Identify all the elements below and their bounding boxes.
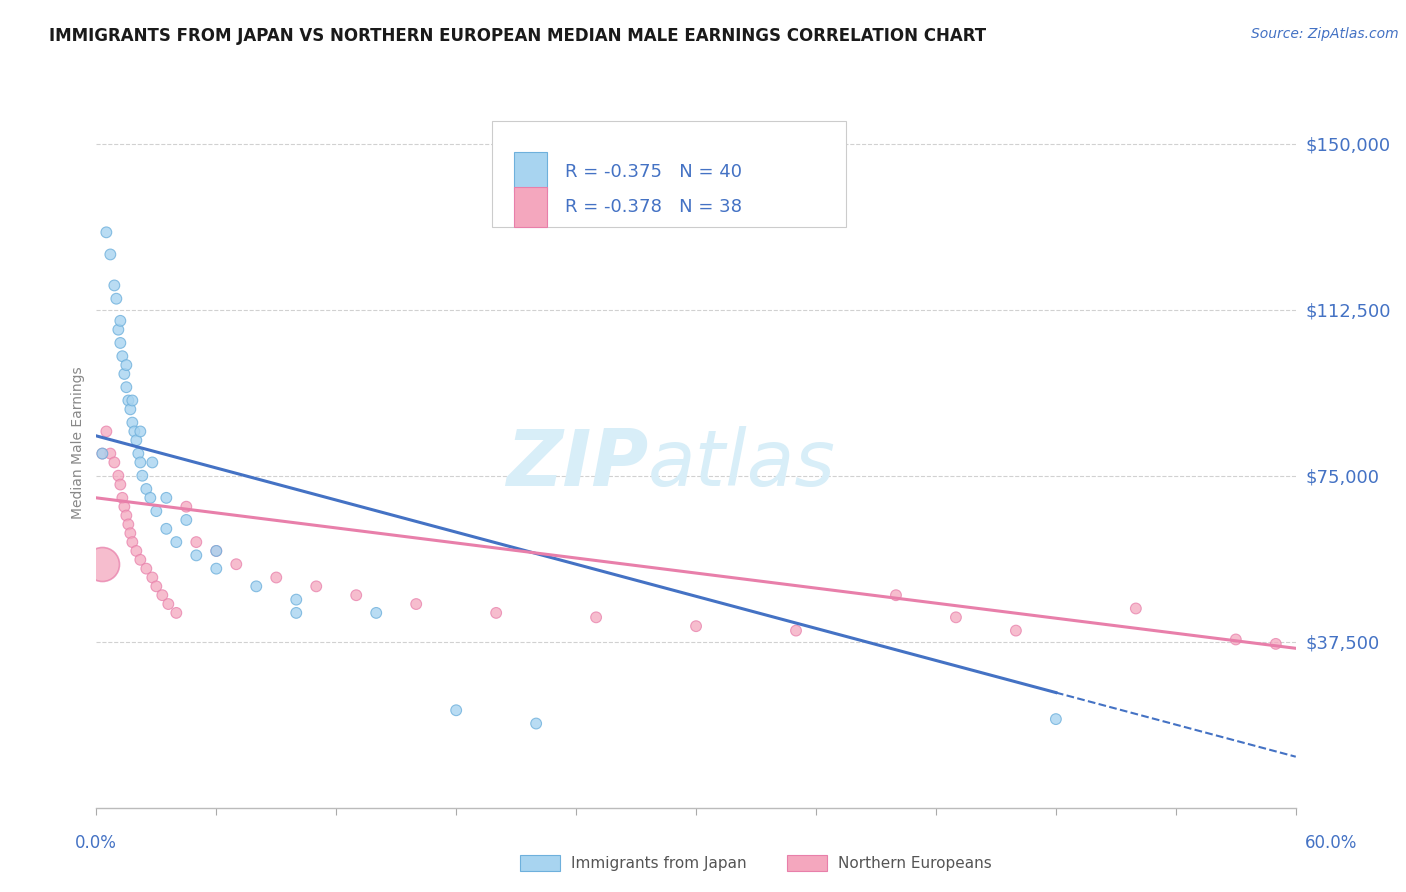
Point bbox=[105, 292, 128, 306]
Point bbox=[165, 606, 187, 620]
Point bbox=[112, 500, 135, 514]
Point bbox=[121, 416, 143, 430]
Point bbox=[245, 579, 267, 593]
Point bbox=[103, 455, 125, 469]
Point bbox=[121, 535, 143, 549]
Point bbox=[150, 588, 173, 602]
Point bbox=[344, 588, 367, 602]
Point bbox=[91, 447, 114, 461]
Point bbox=[685, 619, 707, 633]
Text: R = -0.378   N = 38: R = -0.378 N = 38 bbox=[565, 198, 742, 216]
Bar bbox=[513, 153, 547, 193]
Point bbox=[110, 314, 132, 328]
Point bbox=[205, 544, 228, 558]
Point bbox=[186, 549, 208, 563]
Point bbox=[145, 579, 167, 593]
Bar bbox=[520, 855, 560, 871]
Point bbox=[98, 247, 121, 261]
Text: atlas: atlas bbox=[648, 426, 837, 502]
Text: 60.0%: 60.0% bbox=[1305, 834, 1357, 852]
Point bbox=[524, 716, 547, 731]
Point bbox=[155, 522, 177, 536]
Point bbox=[176, 500, 198, 514]
Point bbox=[945, 610, 967, 624]
Point bbox=[165, 535, 187, 549]
Point bbox=[125, 434, 148, 448]
Point bbox=[112, 367, 135, 381]
Point bbox=[285, 606, 308, 620]
Point bbox=[444, 703, 467, 717]
Point bbox=[205, 544, 228, 558]
FancyBboxPatch shape bbox=[492, 121, 846, 227]
Point bbox=[141, 455, 163, 469]
Point bbox=[135, 561, 157, 575]
Point bbox=[186, 535, 208, 549]
Point bbox=[96, 425, 118, 439]
Text: Source: ZipAtlas.com: Source: ZipAtlas.com bbox=[1251, 27, 1399, 41]
Text: ZIP: ZIP bbox=[506, 426, 648, 502]
Point bbox=[131, 468, 153, 483]
Point bbox=[117, 393, 139, 408]
Point bbox=[1125, 601, 1147, 615]
Point bbox=[115, 358, 138, 372]
Point bbox=[1045, 712, 1067, 726]
Point bbox=[115, 508, 138, 523]
Point bbox=[111, 349, 134, 363]
Point bbox=[1264, 637, 1286, 651]
Point bbox=[107, 468, 129, 483]
Text: Immigrants from Japan: Immigrants from Japan bbox=[571, 856, 747, 871]
Point bbox=[141, 570, 163, 584]
Text: R = -0.375   N = 40: R = -0.375 N = 40 bbox=[565, 163, 742, 181]
Point bbox=[485, 606, 508, 620]
Point bbox=[205, 561, 228, 575]
Point bbox=[96, 225, 118, 239]
Point bbox=[366, 606, 388, 620]
Point bbox=[157, 597, 180, 611]
Point bbox=[129, 455, 152, 469]
Point bbox=[124, 425, 146, 439]
Point bbox=[145, 504, 167, 518]
Point bbox=[884, 588, 907, 602]
Point bbox=[155, 491, 177, 505]
Bar bbox=[787, 855, 827, 871]
Point bbox=[98, 447, 121, 461]
Point bbox=[135, 482, 157, 496]
Point bbox=[139, 491, 162, 505]
Point bbox=[1005, 624, 1028, 638]
Point bbox=[107, 323, 129, 337]
Point bbox=[264, 570, 287, 584]
Point bbox=[115, 380, 138, 394]
Point bbox=[117, 517, 139, 532]
Point bbox=[121, 393, 143, 408]
Point bbox=[110, 335, 132, 350]
Point bbox=[785, 624, 807, 638]
Text: Northern Europeans: Northern Europeans bbox=[838, 856, 991, 871]
Point bbox=[405, 597, 427, 611]
Point bbox=[110, 477, 132, 491]
Y-axis label: Median Male Earnings: Median Male Earnings bbox=[72, 367, 86, 519]
Point bbox=[585, 610, 607, 624]
Point bbox=[111, 491, 134, 505]
Point bbox=[1225, 632, 1247, 647]
Point bbox=[91, 558, 114, 572]
Point bbox=[127, 447, 149, 461]
Point bbox=[225, 558, 247, 572]
Point bbox=[125, 544, 148, 558]
Point bbox=[120, 402, 142, 417]
Text: 0.0%: 0.0% bbox=[75, 834, 117, 852]
Point bbox=[176, 513, 198, 527]
Point bbox=[91, 447, 114, 461]
Point bbox=[129, 425, 152, 439]
Text: IMMIGRANTS FROM JAPAN VS NORTHERN EUROPEAN MEDIAN MALE EARNINGS CORRELATION CHAR: IMMIGRANTS FROM JAPAN VS NORTHERN EUROPE… bbox=[49, 27, 987, 45]
Point bbox=[103, 278, 125, 293]
Point bbox=[285, 592, 308, 607]
Bar bbox=[513, 186, 547, 227]
Point bbox=[120, 526, 142, 541]
Point bbox=[129, 553, 152, 567]
Point bbox=[305, 579, 328, 593]
